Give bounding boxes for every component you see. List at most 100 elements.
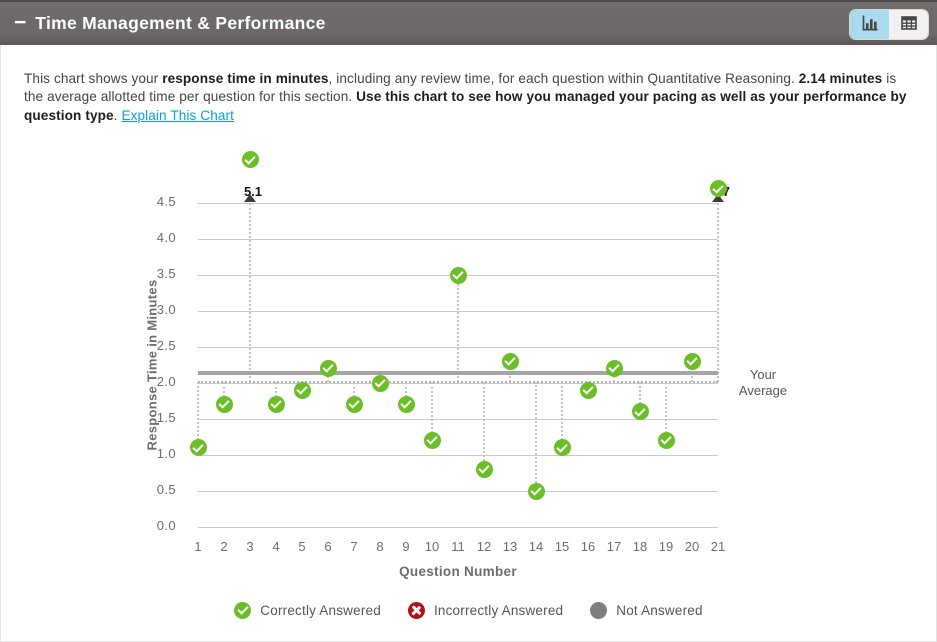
legend-item: Not Answered xyxy=(590,602,703,619)
x-tick-label: 18 xyxy=(632,539,648,554)
connector-line xyxy=(457,275,459,382)
gridline xyxy=(198,203,718,204)
chart-view-button[interactable] xyxy=(850,10,889,39)
connector-line xyxy=(483,381,485,470)
data-point-marker[interactable] xyxy=(449,266,467,284)
chart-description: This chart shows your response time in m… xyxy=(24,70,911,126)
data-point-marker[interactable] xyxy=(501,352,519,370)
data-point-marker[interactable] xyxy=(553,439,571,457)
data-point-marker[interactable] xyxy=(423,432,441,450)
your-average-line xyxy=(198,380,718,383)
x-tick-label: 7 xyxy=(350,539,358,554)
x-tick-label: 16 xyxy=(580,539,596,554)
y-tick-label: 1.0 xyxy=(156,446,176,461)
connector-line xyxy=(405,381,407,405)
x-tick-label: 15 xyxy=(554,539,570,554)
section-title: Time Management & Performance xyxy=(35,13,326,33)
table-icon xyxy=(899,13,919,36)
gridline xyxy=(198,491,718,492)
data-point-marker[interactable] xyxy=(371,374,389,392)
bar-chart-icon xyxy=(860,13,880,36)
response-time-chart: Response Time in Minutes Question Number… xyxy=(145,151,787,579)
x-tick-label: 9 xyxy=(402,539,410,554)
x-axis-title: Question Number xyxy=(399,564,517,579)
legend-label: Correctly Answered xyxy=(260,603,381,618)
x-tick-label: 14 xyxy=(528,539,544,554)
data-point-marker[interactable] xyxy=(631,403,649,421)
legend-label: Not Answered xyxy=(616,603,703,618)
description-text-segment: , including any review time, for each qu… xyxy=(328,70,799,86)
y-tick-label: 1.5 xyxy=(156,410,176,425)
connector-line xyxy=(717,203,719,382)
x-tick-label: 5 xyxy=(298,539,306,554)
data-point-marker[interactable] xyxy=(527,482,545,500)
x-tick-label: 20 xyxy=(684,539,700,554)
x-tick-label: 19 xyxy=(658,539,674,554)
description-bold-text: 2.14 minutes xyxy=(798,70,883,86)
annotation-arrow-icon xyxy=(244,194,256,202)
data-point-marker[interactable] xyxy=(605,360,623,378)
gridline xyxy=(198,239,718,240)
y-tick-label: 4.0 xyxy=(156,230,176,245)
description-text-segment: This chart shows your xyxy=(24,70,163,86)
x-tick-label: 8 xyxy=(376,539,384,554)
x-tick-label: 12 xyxy=(476,539,492,554)
data-point-marker[interactable] xyxy=(189,439,207,457)
description-text-segment: . xyxy=(113,108,122,124)
data-point-marker[interactable] xyxy=(475,460,493,478)
x-tick-label: 3 xyxy=(246,539,254,554)
description-bold-text: Use this chart to see how you managed yo… xyxy=(24,89,907,124)
y-tick-label: 2.0 xyxy=(156,374,176,389)
y-tick-label: 0.0 xyxy=(156,518,176,533)
y-tick-label: 2.5 xyxy=(156,338,176,353)
connector-line xyxy=(197,381,199,448)
gridline xyxy=(198,455,718,456)
y-tick-label: 4.5 xyxy=(156,194,176,209)
data-point-marker[interactable] xyxy=(241,151,259,169)
x-tick-label: 1 xyxy=(194,539,202,554)
section-header: − Time Management & Performance xyxy=(0,0,937,45)
legend-label: Incorrectly Answered xyxy=(433,603,564,618)
explain-chart-link[interactable]: Explain This Chart xyxy=(121,108,235,124)
table-view-button[interactable] xyxy=(889,10,928,39)
legend-item: Correctly Answered xyxy=(234,602,381,619)
data-point-marker[interactable] xyxy=(293,381,311,399)
data-point-marker[interactable] xyxy=(267,396,285,414)
data-point-marker[interactable] xyxy=(709,180,727,198)
connector-line xyxy=(535,381,537,491)
y-tick-label: 0.5 xyxy=(156,482,176,497)
x-tick-label: 4 xyxy=(272,539,280,554)
connector-line xyxy=(561,381,563,448)
correct-marker-icon xyxy=(234,602,252,619)
data-point-marker[interactable] xyxy=(579,381,597,399)
annotation-arrow-icon xyxy=(712,194,724,202)
collapse-minus-icon[interactable]: − xyxy=(14,11,27,34)
connector-line xyxy=(249,203,251,382)
connector-line xyxy=(431,381,433,441)
connector-line xyxy=(353,381,355,405)
x-tick-label: 2 xyxy=(220,539,228,554)
your-average-label: Your Average xyxy=(738,367,788,398)
data-point-marker[interactable] xyxy=(345,396,363,414)
data-point-marker[interactable] xyxy=(657,432,675,450)
gridline xyxy=(198,383,718,384)
connector-line xyxy=(275,381,277,405)
chart-legend: Correctly Answered Incorrectly Answered No… xyxy=(0,602,937,619)
description-bold-text: response time in minutes xyxy=(162,70,329,86)
x-tick-label: 17 xyxy=(606,539,622,554)
connector-line xyxy=(665,381,667,441)
incorrect-marker-icon xyxy=(407,602,425,619)
gridline xyxy=(198,527,718,528)
x-tick-label: 11 xyxy=(451,539,465,554)
x-tick-label: 21 xyxy=(710,539,726,554)
data-point-marker[interactable] xyxy=(683,352,701,370)
y-tick-label: 3.5 xyxy=(156,266,176,281)
x-tick-label: 10 xyxy=(424,539,440,554)
gridline xyxy=(198,419,718,420)
x-tick-label: 6 xyxy=(324,539,332,554)
legend-item: Incorrectly Answered xyxy=(407,602,564,619)
data-point-marker[interactable] xyxy=(397,396,415,414)
average-allotted-line xyxy=(198,370,718,375)
data-point-marker[interactable] xyxy=(319,360,337,378)
data-point-marker[interactable] xyxy=(215,396,233,414)
